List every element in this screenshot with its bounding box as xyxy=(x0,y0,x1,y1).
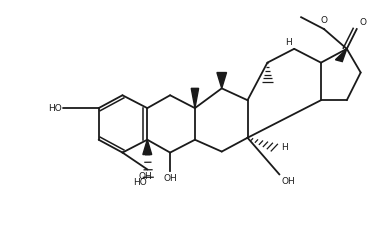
Polygon shape xyxy=(143,140,152,154)
Text: H: H xyxy=(286,38,292,47)
Text: OH: OH xyxy=(163,174,177,183)
Text: OH: OH xyxy=(281,177,295,186)
Polygon shape xyxy=(191,88,199,108)
Text: O: O xyxy=(320,16,327,25)
Text: HO: HO xyxy=(133,179,147,187)
Text: HO: HO xyxy=(48,104,61,113)
Text: OH: OH xyxy=(139,172,152,181)
Text: H: H xyxy=(281,143,288,152)
Polygon shape xyxy=(217,73,227,88)
Polygon shape xyxy=(336,49,347,62)
Text: O: O xyxy=(360,18,367,27)
